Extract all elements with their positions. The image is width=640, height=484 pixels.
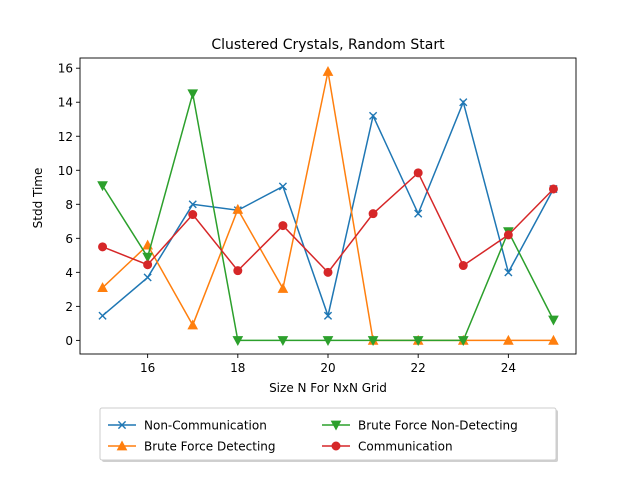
legend-label: Brute Force Non-Detecting	[358, 419, 518, 433]
data-point	[98, 242, 108, 252]
data-point	[143, 260, 153, 270]
data-point	[97, 282, 108, 292]
data-point	[187, 319, 199, 330]
data-point	[322, 336, 334, 346]
x-tick-label: 20	[320, 361, 335, 375]
y-tick-label: 14	[58, 96, 73, 110]
data-point	[323, 267, 333, 277]
data-point	[504, 268, 513, 277]
x-tick-label: 16	[140, 361, 155, 375]
data-point	[278, 182, 288, 191]
x-axis-label: Size N For NxN Grid	[269, 381, 387, 395]
y-tick-label: 16	[58, 62, 73, 76]
data-point	[233, 266, 243, 276]
legend: Non-Communication Brute Force Detecting Br…	[99, 407, 558, 462]
data-point	[187, 89, 199, 100]
legend-marker	[117, 420, 127, 430]
data-point	[414, 209, 423, 218]
y-tick-label: 12	[58, 130, 73, 144]
x-tick-label: 22	[411, 361, 426, 375]
legend-label: Communication	[358, 440, 453, 454]
axes-frame	[79, 57, 577, 355]
legend-label: Non-Communication	[144, 419, 267, 433]
data-point	[548, 334, 559, 345]
x-tick-label: 24	[501, 361, 516, 375]
series-line-2	[102, 71, 554, 342]
data-point	[458, 261, 468, 271]
legend-marker	[330, 420, 342, 431]
data-point	[459, 98, 468, 107]
legend-box	[99, 407, 557, 461]
data-point	[188, 210, 198, 220]
y-tick-label: 8	[65, 198, 73, 212]
data-point	[278, 221, 288, 231]
data-point	[188, 200, 197, 209]
data-point	[277, 282, 289, 293]
data-point	[97, 181, 108, 192]
data-point	[503, 230, 513, 240]
y-tick-label: 2	[65, 300, 73, 314]
data-point	[413, 168, 423, 178]
y-tick-label: 4	[65, 266, 73, 280]
x-tick-label: 18	[230, 361, 245, 375]
data-point	[323, 311, 333, 320]
data-point	[548, 315, 559, 326]
data-point	[457, 336, 469, 346]
y-axis-label: Stdd Time	[31, 168, 45, 229]
chart-title: Clustered Crystals, Random Start	[211, 37, 445, 53]
data-point	[548, 184, 558, 194]
data-point	[367, 336, 379, 346]
data-point	[322, 66, 334, 76]
y-tick-label: 0	[65, 334, 73, 348]
data-point	[368, 209, 378, 219]
data-point	[503, 334, 514, 345]
y-tick-label: 10	[58, 164, 73, 178]
data-point	[143, 273, 152, 282]
data-point	[142, 252, 153, 263]
series-line-3	[101, 93, 555, 342]
data-point	[232, 203, 244, 214]
y-tick-label: 6	[65, 232, 73, 246]
data-point	[277, 336, 289, 346]
legend-marker	[331, 441, 341, 451]
legend-marker	[116, 440, 128, 451]
data-point	[98, 311, 107, 320]
data-point	[232, 336, 244, 346]
data-point	[412, 336, 424, 346]
legend-label: Brute Force Detecting	[144, 440, 276, 454]
data-point	[368, 111, 378, 120]
